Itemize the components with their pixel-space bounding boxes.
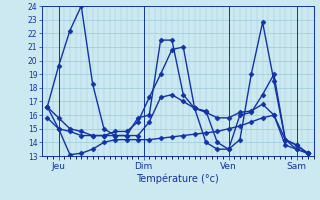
- X-axis label: Température (°c): Température (°c): [136, 173, 219, 184]
